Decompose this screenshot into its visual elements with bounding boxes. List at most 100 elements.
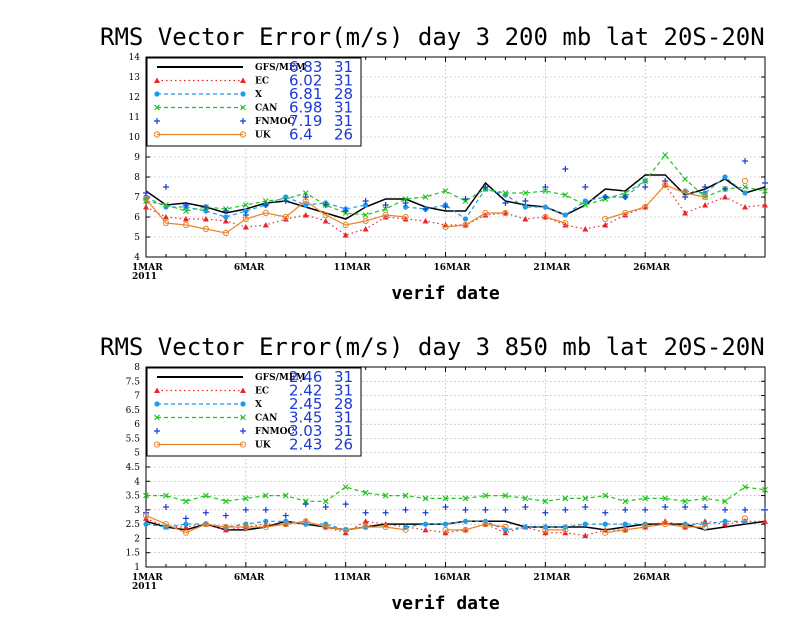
legend-entry-count: 31 (334, 422, 353, 440)
x-tick-label: 26MAR (633, 263, 670, 273)
data-point (382, 509, 389, 516)
legend-entry-mean: 6.02 (289, 72, 322, 90)
data-point (422, 521, 429, 527)
data-point (482, 212, 489, 218)
data-point (642, 204, 649, 210)
legend-marker (240, 414, 246, 421)
y-tick-label: 5 (134, 233, 140, 243)
legend-entry-mean: 3.45 (289, 409, 322, 427)
data-point (382, 211, 389, 219)
y-tick-label: 3.5 (126, 492, 141, 502)
x-tick-label: 11MAR (334, 573, 371, 583)
y-tick-label: 4.5 (126, 463, 141, 473)
data-point (562, 222, 569, 228)
data-point (322, 202, 329, 208)
data-point (402, 213, 409, 221)
data-point (622, 498, 629, 505)
legend-entry-mean: 2.45 (289, 395, 322, 413)
legend-box (146, 367, 362, 457)
series-fnmoc (143, 158, 768, 218)
chart-panel-1: RMS Vector Error(m/s) day 3 200 mb lat 2… (100, 23, 768, 304)
data-point (362, 198, 369, 204)
data-point (202, 204, 209, 210)
data-point (482, 521, 489, 527)
data-point (402, 526, 409, 533)
legend-entry-name: GFS/MEM (255, 63, 306, 73)
series-line (146, 486, 766, 502)
legend-entry-mean: 7.19 (289, 112, 322, 130)
data-point (282, 492, 289, 499)
data-point (762, 188, 768, 194)
data-point (742, 484, 748, 490)
y-tick-label: 6 (134, 213, 140, 223)
data-point (202, 492, 209, 499)
data-point (242, 495, 249, 502)
series-uk (142, 512, 749, 536)
data-point (622, 526, 629, 533)
data-point (522, 204, 528, 210)
data-point (242, 215, 249, 223)
data-point (462, 221, 469, 229)
y-tick-label: 10 (129, 133, 141, 143)
data-point (722, 174, 728, 180)
y-tick-label: 7 (134, 392, 140, 402)
legend-entry-count: 26 (334, 436, 353, 454)
data-point (701, 193, 709, 201)
data-point (362, 217, 369, 225)
legend-entry-mean: 2.42 (289, 382, 322, 400)
data-point (682, 210, 689, 216)
x-tick-label: 6MAR (234, 573, 265, 583)
chart-panel-2: RMS Vector Error(m/s) day 3 850 mb lat 2… (100, 333, 768, 614)
data-point (202, 509, 209, 516)
data-point (262, 222, 269, 228)
data-point (682, 524, 689, 530)
data-point (582, 184, 589, 190)
data-point (582, 495, 589, 502)
data-point (522, 198, 529, 204)
data-point (482, 209, 489, 217)
legend-entry-name: CAN (255, 104, 277, 114)
data-point (602, 492, 609, 499)
data-point (522, 190, 529, 196)
legend-marker (154, 428, 160, 434)
data-point (442, 521, 449, 527)
data-point (262, 492, 269, 499)
chart-title: RMS Vector Error(m/s) day 3 850 mb lat 2… (100, 333, 765, 361)
data-point (142, 512, 150, 519)
data-point (242, 523, 249, 531)
data-point (422, 218, 429, 224)
data-point (363, 202, 369, 208)
legend-entry-count: 31 (334, 382, 353, 400)
y-tick-label: 4 (134, 253, 140, 263)
grid-lines (146, 57, 765, 257)
data-point (762, 506, 768, 513)
data-point (742, 190, 748, 196)
data-point (162, 184, 169, 190)
data-point (362, 523, 369, 531)
data-point (742, 204, 749, 210)
legend-entry-count: 31 (334, 58, 353, 76)
data-point (442, 188, 449, 194)
data-point (222, 208, 229, 214)
x-tick-label: 26MAR (633, 573, 670, 583)
data-point (642, 184, 649, 190)
legend-entry-mean: 6.4 (289, 126, 313, 144)
legend-marker (240, 77, 246, 83)
data-point (602, 509, 609, 516)
legend-entry-mean: 6.81 (289, 85, 322, 103)
data-point (762, 518, 768, 524)
data-point (701, 523, 709, 531)
legend-entry-mean: 6.83 (289, 58, 322, 76)
data-point (702, 184, 709, 190)
data-point (202, 521, 210, 528)
data-point (242, 212, 249, 218)
data-point (302, 518, 309, 525)
data-point (702, 202, 709, 208)
data-point (462, 196, 469, 202)
data-point (442, 504, 449, 510)
data-point (242, 506, 249, 513)
data-point (762, 486, 768, 493)
data-point (642, 178, 649, 184)
